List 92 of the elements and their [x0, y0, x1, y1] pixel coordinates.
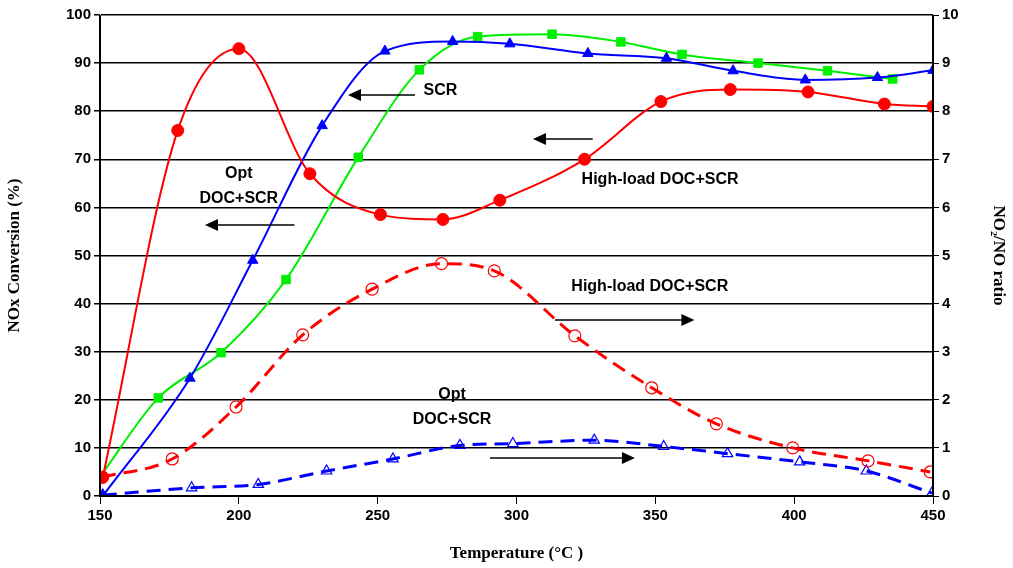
y-tick-label: 90 [74, 53, 91, 71]
point [578, 152, 592, 166]
point [373, 208, 387, 222]
point [281, 274, 291, 285]
point [871, 71, 884, 82]
point [247, 253, 259, 264]
point [547, 29, 557, 39]
point [654, 95, 668, 109]
y2-tick-label: 0 [942, 486, 951, 504]
y-tick-label: 40 [74, 293, 91, 311]
point [296, 328, 310, 342]
point [365, 282, 379, 296]
point [860, 464, 873, 475]
y2-tick-label: 6 [942, 197, 951, 215]
point [721, 447, 734, 458]
point [657, 439, 670, 451]
y2-tick-label: 10 [942, 5, 959, 23]
y2-tick-label: 4 [942, 293, 951, 311]
point [861, 454, 875, 468]
point [184, 371, 196, 382]
annotation: High-load DOC+SCR [571, 276, 729, 294]
point [252, 477, 265, 489]
y-axis-title: NOx Conversion (%) [3, 178, 23, 333]
point [379, 44, 391, 55]
point [353, 152, 363, 163]
point [153, 393, 164, 403]
x-tick-label: 250 [365, 506, 391, 524]
point [165, 452, 179, 466]
point [799, 73, 811, 84]
point [316, 119, 328, 130]
point [709, 417, 724, 431]
y2-tick-label: 3 [942, 341, 951, 359]
x-tick-label: 450 [920, 506, 946, 524]
x-tick-label: 350 [642, 506, 668, 524]
y-tick-label: 30 [74, 341, 91, 359]
point [493, 193, 507, 207]
x-tick-label: 150 [87, 506, 113, 524]
x-tick-label: 200 [226, 506, 252, 524]
y2-tick-label: 8 [942, 101, 951, 119]
annotation: Opt DOC+SCR [412, 384, 492, 427]
point [677, 49, 687, 60]
x-tick-label: 300 [503, 506, 530, 524]
y-tick-label: 70 [74, 149, 91, 167]
y2-tick-label: 1 [942, 438, 951, 456]
y2-tick-label: 9 [942, 53, 951, 71]
annotation: SCR [423, 80, 458, 98]
y-tick-label: 20 [74, 389, 91, 407]
point [434, 257, 449, 271]
point [436, 212, 450, 226]
x-axis-title: Temperature (°C ) [449, 543, 584, 563]
point [171, 123, 185, 137]
point [801, 85, 815, 99]
point [185, 481, 198, 492]
point [588, 433, 601, 444]
point [446, 34, 459, 45]
y2-tick-label: 5 [942, 245, 951, 263]
point [232, 42, 246, 56]
y-tick-label: 80 [74, 101, 91, 119]
y-tick-label: 0 [82, 486, 91, 504]
y-tick-label: 60 [74, 197, 91, 215]
point [582, 46, 594, 57]
y-tick-label: 10 [74, 438, 91, 456]
point [504, 37, 516, 48]
point [387, 452, 399, 463]
point [216, 347, 226, 358]
annotation: High-load DOC+SCR [581, 170, 739, 188]
point [753, 58, 763, 68]
point [616, 37, 626, 47]
point [303, 167, 317, 181]
point [793, 455, 806, 466]
x-tick-label: 400 [781, 506, 807, 524]
point [320, 464, 333, 475]
point [723, 83, 737, 97]
y2-axis-title: NO₂/NO ratio [990, 205, 1010, 306]
y2-tick-label: 7 [942, 149, 951, 167]
y-tick-label: 50 [74, 245, 91, 263]
point [645, 381, 659, 395]
point [786, 441, 800, 455]
point [414, 65, 425, 75]
point [472, 31, 483, 42]
y2-tick-label: 2 [942, 389, 951, 407]
y-tick-label: 100 [65, 5, 91, 23]
point [507, 436, 519, 448]
point [822, 66, 833, 76]
point [568, 329, 582, 343]
point [487, 264, 501, 278]
point [877, 97, 891, 111]
point [229, 400, 243, 414]
point [727, 64, 739, 75]
point [660, 51, 673, 62]
annotation: Opt DOC+SCR [199, 163, 279, 206]
point [454, 438, 466, 450]
